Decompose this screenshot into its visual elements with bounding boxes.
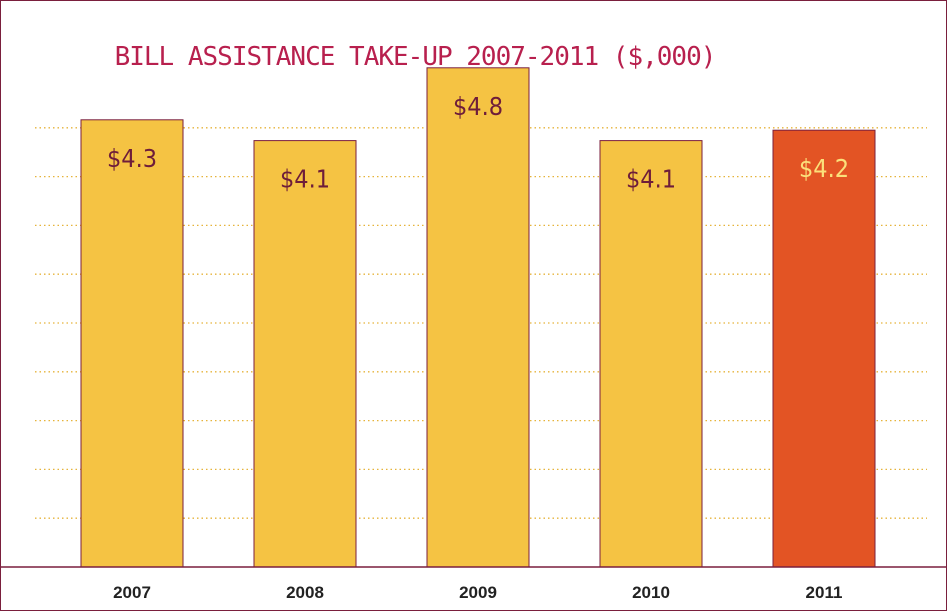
bars [80, 67, 876, 568]
x-tick-labels: 2007 2008 2009 2010 2011 [113, 583, 842, 602]
x-tick-2011: 2011 [806, 583, 843, 602]
data-label-2009: $4.8 [453, 92, 503, 121]
bar-2010 [599, 140, 703, 568]
bar-2009 [426, 67, 530, 568]
x-tick-2007: 2007 [113, 583, 151, 602]
chart-title: BILL ASSISTANCE TAKE-UP 2007-2011 ($,000… [115, 42, 716, 72]
data-labels: $4.3 $4.1 $4.8 $4.1 $4.2 [107, 92, 849, 194]
data-label-2010: $4.1 [626, 165, 676, 194]
data-label-2008: $4.1 [280, 165, 330, 194]
x-tick-2008: 2008 [286, 583, 324, 602]
data-label-2007: $4.3 [107, 144, 157, 173]
x-tick-2010: 2010 [632, 583, 670, 602]
data-label-2011: $4.2 [799, 154, 849, 183]
bar-2007 [80, 119, 184, 568]
x-tick-2009: 2009 [459, 583, 497, 602]
bar-2008 [253, 140, 357, 568]
bar-2011 [772, 129, 876, 568]
